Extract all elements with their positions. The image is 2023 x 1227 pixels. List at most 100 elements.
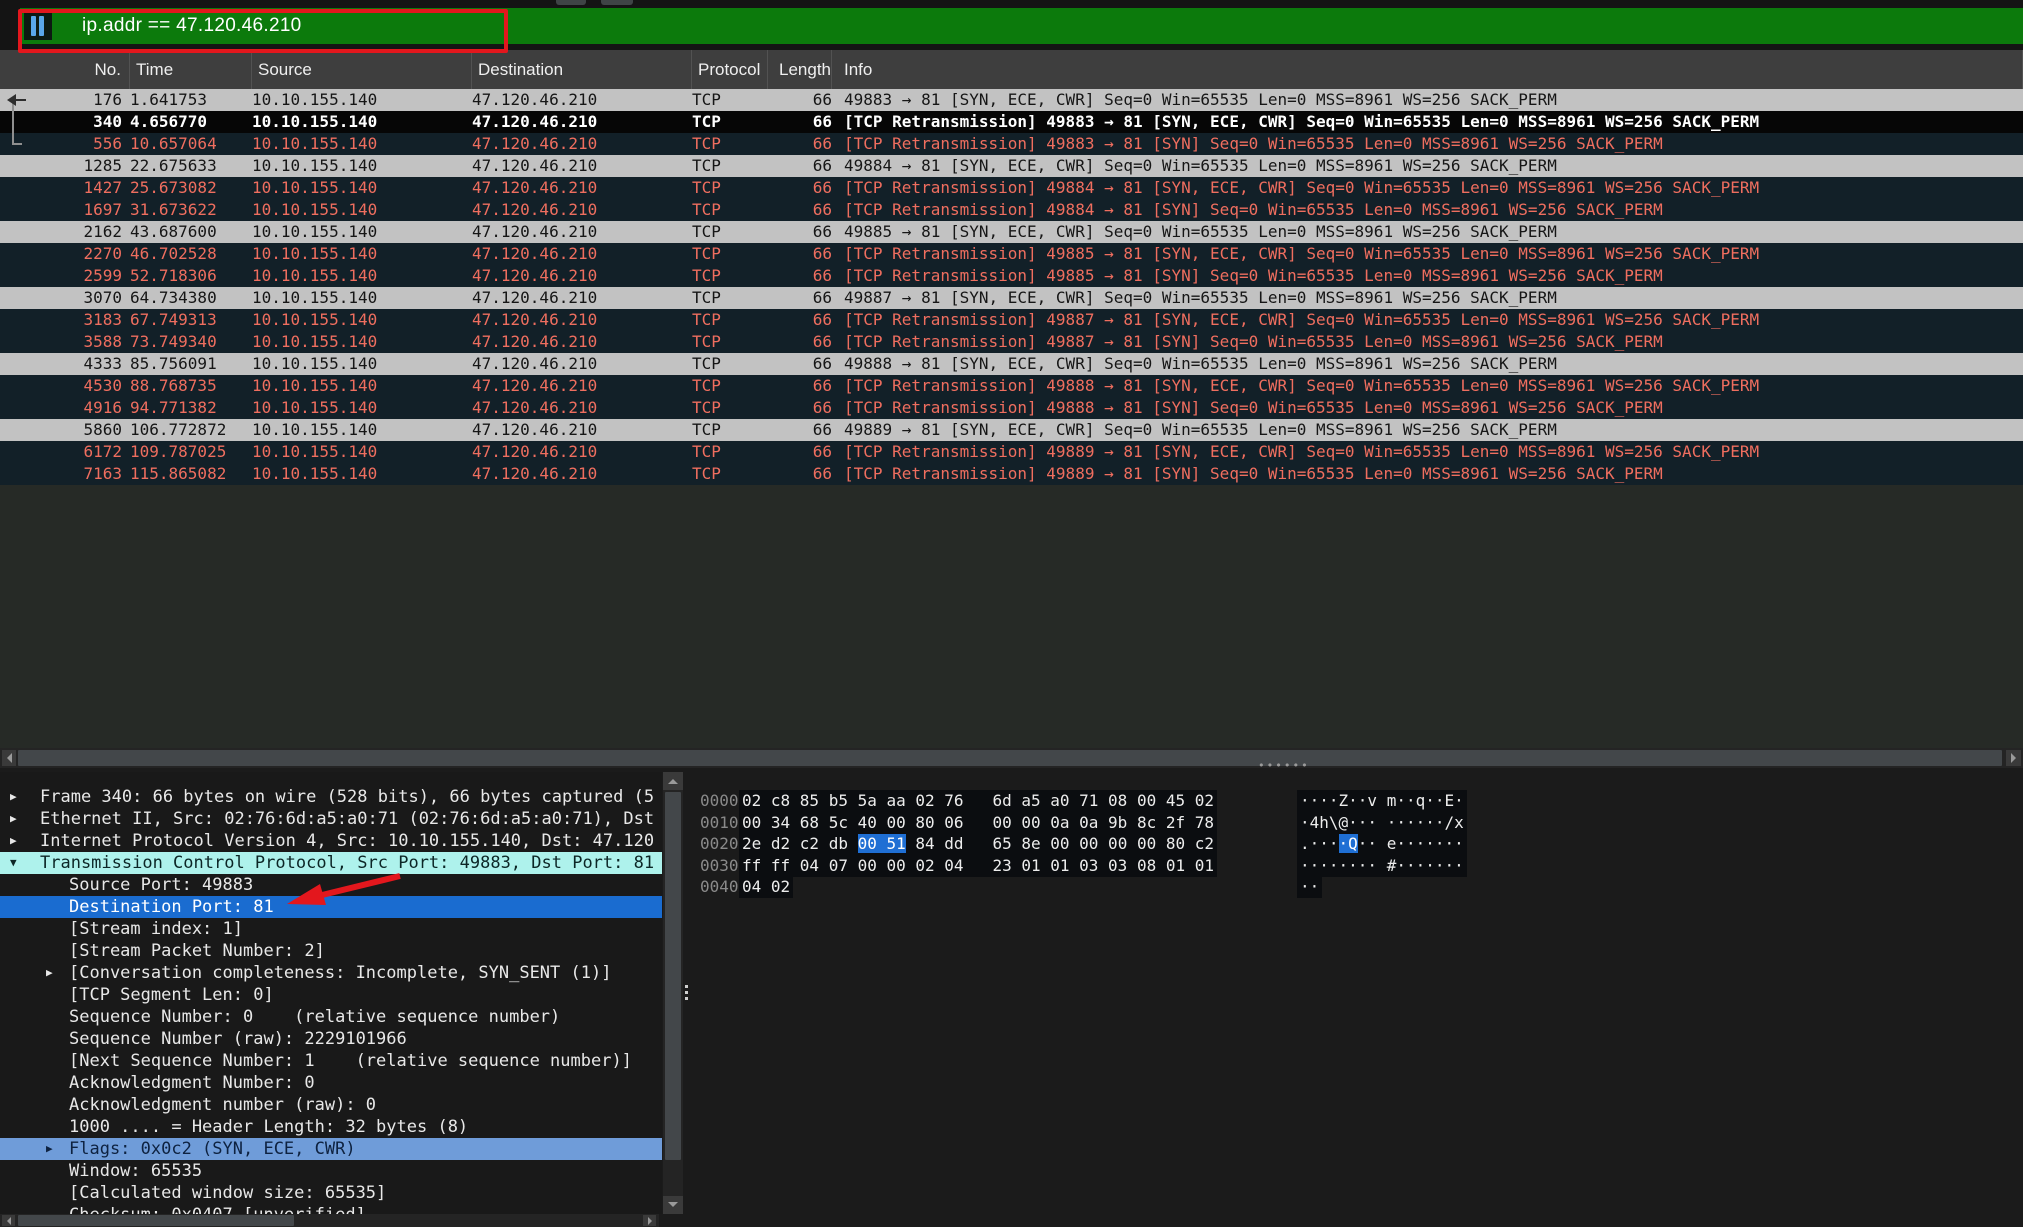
hex-ascii[interactable]: .····Q·· e······· bbox=[1297, 833, 1467, 855]
column-header-info[interactable]: Info bbox=[832, 50, 2023, 89]
detail-line[interactable]: Destination Port: 81 bbox=[0, 896, 662, 918]
hex-ascii[interactable]: ····Z··v m··q··E· bbox=[1297, 790, 1467, 812]
expander-closed-icon[interactable]: ▶ bbox=[10, 812, 17, 825]
titlebar-button-stub[interactable] bbox=[556, 0, 586, 5]
detail-line[interactable]: Window: 65535 bbox=[0, 1160, 662, 1182]
hex-offset: 0040 bbox=[700, 877, 739, 896]
hex-row[interactable]: 0030 ff ff 04 07 00 00 02 04 23 01 01 03 … bbox=[695, 854, 1595, 877]
packet-row[interactable]: 4916 94.771382 10.10.155.140 47.120.46.210 T… bbox=[0, 397, 2023, 419]
hex-bytes[interactable]: 02 c8 85 b5 5a aa 02 76 6d a5 a0 71 08 0… bbox=[739, 790, 1218, 812]
cell-length: 66 bbox=[812, 354, 832, 373]
detail-line[interactable]: ▼ Transmission Control Protocol, Src Port… bbox=[0, 852, 662, 874]
scrollbar-thumb[interactable] bbox=[665, 792, 681, 1160]
titlebar-button-stub[interactable] bbox=[601, 0, 633, 5]
details-vscrollbar[interactable] bbox=[663, 772, 683, 1214]
packet-row[interactable]: 340 4.656770 10.10.155.140 47.120.46.210 TCP… bbox=[0, 111, 2023, 133]
column-header-time[interactable]: Time bbox=[130, 50, 252, 89]
packet-row[interactable]: 3588 73.749340 10.10.155.140 47.120.46.210 T… bbox=[0, 331, 2023, 353]
display-filter-value[interactable]: ip.addr == 47.120.46.210 bbox=[82, 15, 302, 36]
details-hscrollbar[interactable] bbox=[0, 1214, 659, 1227]
pane-vsplitter-handle[interactable] bbox=[685, 982, 689, 1003]
hex-bytes[interactable]: 04 02 bbox=[739, 876, 794, 898]
detail-line[interactable]: Source Port: 49883 bbox=[0, 874, 662, 896]
scroll-right-button[interactable] bbox=[2006, 750, 2021, 766]
column-header-no[interactable]: No. bbox=[0, 50, 130, 89]
cell-time: 1.641753 bbox=[130, 90, 208, 109]
column-header-protocol[interactable]: Protocol bbox=[692, 50, 768, 89]
filter-bookmark-icon[interactable] bbox=[24, 12, 52, 40]
packet-row[interactable]: 4333 85.756091 10.10.155.140 47.120.46.210 T… bbox=[0, 353, 2023, 375]
cell-source: 10.10.155.140 bbox=[252, 376, 378, 395]
detail-line[interactable]: Acknowledgment number (raw): 0 bbox=[0, 1094, 662, 1116]
detail-line[interactable]: [TCP Segment Len: 0] bbox=[0, 984, 662, 1006]
detail-line[interactable]: [Next Sequence Number: 1 (relative seque… bbox=[0, 1050, 662, 1072]
packet-row[interactable]: 2162 43.687600 10.10.155.140 47.120.46.210 T… bbox=[0, 221, 2023, 243]
hex-ascii[interactable]: ········ #······· bbox=[1297, 854, 1467, 877]
packet-row[interactable]: 1697 31.673622 10.10.155.140 47.120.46.210 T… bbox=[0, 199, 2023, 221]
column-header-length[interactable]: Length bbox=[768, 50, 832, 89]
cell-info: 49884 → 81 [SYN, ECE, CWR] Seq=0 Win=655… bbox=[844, 156, 1557, 175]
scroll-right-button[interactable] bbox=[643, 1215, 656, 1226]
scrollbar-thumb[interactable] bbox=[18, 1215, 294, 1226]
packet-row[interactable]: 3070 64.734380 10.10.155.140 47.120.46.210 T… bbox=[0, 287, 2023, 309]
detail-line[interactable]: ▶ Frame 340: 66 bytes on wire (528 bits),… bbox=[0, 786, 662, 808]
hex-row[interactable]: 0000 02 c8 85 b5 5a aa 02 76 6d a5 a0 71 … bbox=[695, 790, 1595, 812]
hex-row[interactable]: 0010 00 34 68 5c 40 00 80 06 00 00 0a 0a … bbox=[695, 811, 1595, 834]
packet-row[interactable]: 4530 88.768735 10.10.155.140 47.120.46.210 T… bbox=[0, 375, 2023, 397]
hex-bytes[interactable]: 00 34 68 5c 40 00 80 06 00 00 0a 0a 9b 8… bbox=[739, 811, 1218, 834]
scroll-left-button[interactable] bbox=[2, 1215, 15, 1226]
hex-ascii[interactable]: ·· bbox=[1297, 876, 1323, 898]
column-header-source[interactable]: Source bbox=[252, 50, 472, 89]
scroll-up-button[interactable] bbox=[663, 772, 683, 790]
cell-no: 3183 bbox=[83, 310, 122, 329]
packet-row[interactable]: 7163 115.865082 10.10.155.140 47.120.46.210… bbox=[0, 463, 2023, 485]
expander-closed-icon[interactable]: ▶ bbox=[10, 790, 17, 803]
hex-selected-bytes[interactable]: 00 51 bbox=[857, 834, 906, 853]
detail-line[interactable]: Acknowledgment Number: 0 bbox=[0, 1072, 662, 1094]
expander-closed-icon[interactable]: ▶ bbox=[46, 1142, 53, 1155]
detail-line[interactable]: [Calculated window size: 65535] bbox=[0, 1182, 662, 1204]
hex-offset: 0010 bbox=[700, 812, 739, 832]
ascii-selected-chars[interactable]: ·Q bbox=[1338, 834, 1358, 853]
cell-source: 10.10.155.140 bbox=[252, 134, 378, 153]
expander-closed-icon[interactable]: ▶ bbox=[10, 834, 17, 847]
packet-row[interactable]: 5860 106.772872 10.10.155.140 47.120.46.210… bbox=[0, 419, 2023, 441]
scroll-left-button[interactable] bbox=[2, 750, 16, 766]
hex-row[interactable]: 0020 2e d2 c2 db 00 51 84 dd 65 8e 00 00 … bbox=[695, 833, 1595, 855]
hex-ascii[interactable]: ·4h\@··· ······/x bbox=[1297, 811, 1467, 834]
packet-list-hscrollbar[interactable] bbox=[0, 748, 2023, 768]
detail-line[interactable]: [Stream index: 1] bbox=[0, 918, 662, 940]
detail-line[interactable]: [Stream Packet Number: 2] bbox=[0, 940, 662, 962]
packet-row[interactable]: 1285 22.675633 10.10.155.140 47.120.46.210 T… bbox=[0, 155, 2023, 177]
packet-row[interactable]: 556 10.657064 10.10.155.140 47.120.46.210 TC… bbox=[0, 133, 2023, 155]
detail-line-text: 1000 .... = Header Length: 32 bytes (8) bbox=[69, 1117, 469, 1137]
detail-line[interactable]: ▶ Internet Protocol Version 4, Src: 10.10… bbox=[0, 830, 662, 852]
detail-line[interactable]: Sequence Number (raw): 2229101966 bbox=[0, 1028, 662, 1050]
expander-open-icon[interactable]: ▼ bbox=[10, 856, 17, 869]
cell-time: 88.768735 bbox=[130, 376, 217, 395]
detail-line-text: [TCP Segment Len: 0] bbox=[69, 985, 274, 1005]
hex-bytes[interactable]: ff ff 04 07 00 00 02 04 23 01 01 03 03 0… bbox=[739, 854, 1218, 877]
packet-row[interactable]: 6172 109.787025 10.10.155.140 47.120.46.210… bbox=[0, 441, 2023, 463]
display-filter-input[interactable]: ip.addr == 47.120.46.210 bbox=[20, 8, 2023, 44]
column-header-destination[interactable]: Destination bbox=[472, 50, 692, 89]
pane-splitter-handle[interactable]: •••••• bbox=[1258, 759, 1310, 772]
hex-bytes[interactable]: 2e d2 c2 db 00 51 84 dd 65 8e 00 00 00 0… bbox=[739, 833, 1218, 855]
detail-line[interactable]: Checksum: 0x0407 [unverified] bbox=[0, 1204, 662, 1214]
detail-line[interactable]: 1000 .... = Header Length: 32 bytes (8) bbox=[0, 1116, 662, 1138]
packet-row[interactable]: 3183 67.749313 10.10.155.140 47.120.46.210 T… bbox=[0, 309, 2023, 331]
cell-length: 66 bbox=[812, 442, 832, 461]
packet-row[interactable]: 176 1.641753 10.10.155.140 47.120.46.210 TCP… bbox=[0, 89, 2023, 111]
packet-row[interactable]: 2270 46.702528 10.10.155.140 47.120.46.210 T… bbox=[0, 243, 2023, 265]
hex-row[interactable]: 0040 04 02 ·· bbox=[695, 876, 1595, 898]
cell-protocol: TCP bbox=[692, 90, 721, 109]
scrollbar-thumb[interactable] bbox=[18, 750, 2002, 766]
expander-closed-icon[interactable]: ▶ bbox=[46, 966, 53, 979]
scroll-down-button[interactable] bbox=[663, 1196, 683, 1214]
detail-line[interactable]: ▶ Ethernet II, Src: 02:76:6d:a5:a0:71 (02… bbox=[0, 808, 662, 830]
detail-line[interactable]: Sequence Number: 0 (relative sequence nu… bbox=[0, 1006, 662, 1028]
detail-line[interactable]: ▶ [Conversation completeness: Incomplete,… bbox=[0, 962, 662, 984]
packet-row[interactable]: 1427 25.673082 10.10.155.140 47.120.46.210 T… bbox=[0, 177, 2023, 199]
packet-row[interactable]: 2599 52.718306 10.10.155.140 47.120.46.210 T… bbox=[0, 265, 2023, 287]
detail-line[interactable]: ▶ Flags: 0x0c2 (SYN, ECE, CWR) bbox=[0, 1138, 662, 1160]
